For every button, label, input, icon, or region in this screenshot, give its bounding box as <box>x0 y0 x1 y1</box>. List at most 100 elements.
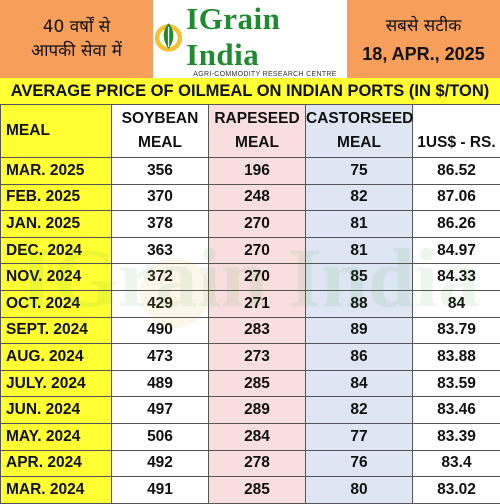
month-cell: MAR. 2024 <box>1 477 112 504</box>
soybean-price-cell: 473 <box>112 344 209 371</box>
report-date: 18, APR., 2025 <box>362 44 484 65</box>
exchange-rate-cell: 83.4 <box>413 450 500 477</box>
rapeseed-price-cell: 196 <box>209 158 306 185</box>
header-date-panel: सबसे सटीक 18, APR., 2025 <box>347 0 500 78</box>
table-header-row: MEAL SOYBEAN MEAL RAPESEED MEAL CASTORSE… <box>1 105 500 158</box>
castorseed-price-cell: 75 <box>306 158 413 185</box>
soybean-price-cell: 491 <box>112 477 209 504</box>
logo: IGrain India <box>153 1 347 73</box>
logo-text: IGrain India <box>186 1 347 73</box>
exchange-rate-cell: 87.06 <box>413 184 500 211</box>
rapeseed-price-cell: 289 <box>209 397 306 424</box>
column-header-soybean: SOYBEAN MEAL <box>112 105 209 158</box>
soybean-price-cell: 489 <box>112 370 209 397</box>
exchange-rate-cell: 84.97 <box>413 237 500 264</box>
month-cell: JULY. 2024 <box>1 370 112 397</box>
soybean-price-cell: 429 <box>112 290 209 317</box>
castorseed-price-cell: 85 <box>306 264 413 291</box>
price-table: MEAL SOYBEAN MEAL RAPESEED MEAL CASTORSE… <box>0 104 500 504</box>
month-cell: OCT. 2024 <box>1 290 112 317</box>
rapeseed-price-cell: 285 <box>209 477 306 504</box>
month-cell: AUG. 2024 <box>1 344 112 371</box>
soybean-header-line-2: MEAL <box>112 131 208 155</box>
soybean-price-cell: 370 <box>112 184 209 211</box>
soybean-price-cell: 506 <box>112 423 209 450</box>
table-title: AVERAGE PRICE OF OILMEAL ON INDIAN PORTS… <box>11 82 490 101</box>
soybean-header-line-1: SOYBEAN <box>112 107 208 131</box>
exchange-rate-cell: 83.02 <box>413 477 500 504</box>
exchange-rate-cell: 83.88 <box>413 344 500 371</box>
rapeseed-price-cell: 270 <box>209 264 306 291</box>
month-cell: JAN. 2025 <box>1 211 112 238</box>
rapeseed-price-cell: 271 <box>209 290 306 317</box>
castorseed-price-cell: 84 <box>306 370 413 397</box>
column-header-exchange-rate: 1US$ - RS. <box>413 105 500 158</box>
exchange-rate-cell: 83.39 <box>413 423 500 450</box>
rapeseed-price-cell: 270 <box>209 237 306 264</box>
accuracy-tagline: सबसे सटीक <box>386 14 462 38</box>
exchange-rate-cell: 83.59 <box>413 370 500 397</box>
soybean-price-cell: 492 <box>112 450 209 477</box>
tagline-line-2: आपकी सेवा में <box>31 39 122 63</box>
exchange-rate-cell: 84 <box>413 290 500 317</box>
soybean-price-cell: 356 <box>112 158 209 185</box>
rapeseed-price-cell: 270 <box>209 211 306 238</box>
soybean-price-cell: 372 <box>112 264 209 291</box>
rapeseed-price-cell: 283 <box>209 317 306 344</box>
castorseed-price-cell: 82 <box>306 184 413 211</box>
rapeseed-price-cell: 273 <box>209 344 306 371</box>
column-header-meal: MEAL <box>1 105 112 158</box>
soybean-price-cell: 378 <box>112 211 209 238</box>
rapeseed-price-cell: 278 <box>209 450 306 477</box>
castorseed-price-cell: 77 <box>306 423 413 450</box>
month-cell: MAY. 2024 <box>1 423 112 450</box>
header-tagline-panel: 40 वर्षों से आपकी सेवा में <box>0 0 153 78</box>
castorseed-price-cell: 76 <box>306 450 413 477</box>
rapeseed-header-line-2: MEAL <box>209 131 305 155</box>
exchange-rate-cell: 84.33 <box>413 264 500 291</box>
meal-header-label: MEAL <box>6 122 50 139</box>
month-cell: SEPT. 2024 <box>1 317 112 344</box>
month-cell: MAR. 2025 <box>1 158 112 185</box>
exchange-rate-cell: 86.52 <box>413 158 500 185</box>
exchange-rate-cell: 83.46 <box>413 397 500 424</box>
column-header-rapeseed: RAPESEED MEAL <box>209 105 306 158</box>
castorseed-header-line-1: CASTORSEED <box>306 107 412 131</box>
logo-panel: IGrain India AGRI-COMMODITY RESEARCH CEN… <box>153 0 347 78</box>
rapeseed-price-cell: 248 <box>209 184 306 211</box>
logo-subtitle: AGRI-COMMODITY RESEARCH CENTRE <box>193 71 336 78</box>
month-cell: DEC. 2024 <box>1 237 112 264</box>
castorseed-price-cell: 80 <box>306 477 413 504</box>
castorseed-price-cell: 86 <box>306 344 413 371</box>
month-cell: APR. 2024 <box>1 450 112 477</box>
soybean-price-cell: 497 <box>112 397 209 424</box>
castorseed-price-cell: 82 <box>306 397 413 424</box>
rapeseed-price-cell: 284 <box>209 423 306 450</box>
castorseed-price-cell: 89 <box>306 317 413 344</box>
title-bar: AVERAGE PRICE OF OILMEAL ON INDIAN PORTS… <box>0 78 500 104</box>
month-cell: FEB. 2025 <box>1 184 112 211</box>
castorseed-header-line-2: MEAL <box>306 131 412 155</box>
column-header-castorseed: CASTORSEED MEAL <box>306 105 413 158</box>
soybean-price-cell: 363 <box>112 237 209 264</box>
exchange-rate-header-label: 1US$ - RS. <box>417 134 495 151</box>
castorseed-price-cell: 88 <box>306 290 413 317</box>
month-cell: NOV. 2024 <box>1 264 112 291</box>
exchange-rate-cell: 86.26 <box>413 211 500 238</box>
month-cell: JUN. 2024 <box>1 397 112 424</box>
grain-logo-icon <box>153 18 184 56</box>
castorseed-price-cell: 81 <box>306 211 413 238</box>
